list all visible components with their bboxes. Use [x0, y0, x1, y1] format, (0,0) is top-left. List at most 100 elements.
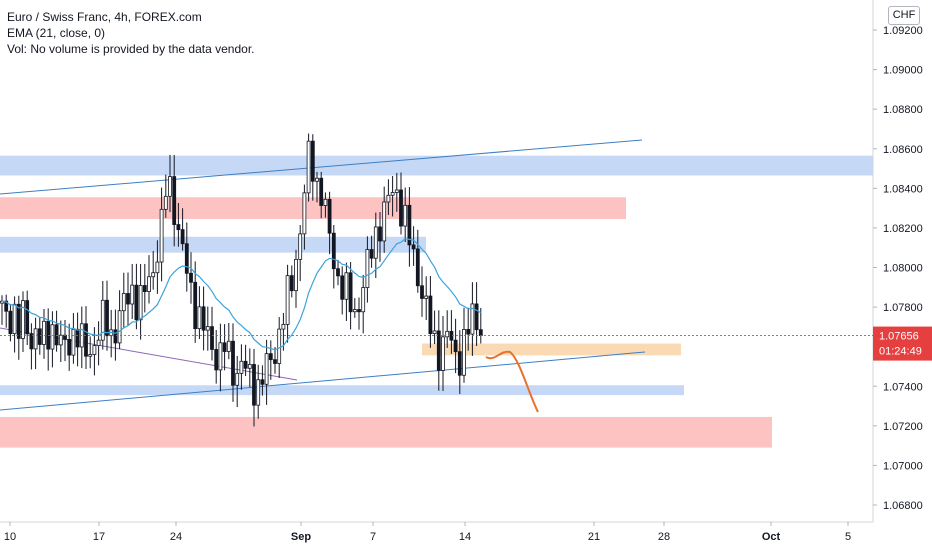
candle-body [42, 320, 46, 345]
ema-layer [1, 238, 482, 351]
candle-body [33, 328, 38, 350]
candle-body [58, 334, 63, 346]
candle-body [37, 328, 42, 345]
price-tick-label: 1.09000 [883, 65, 923, 77]
candle-body [365, 249, 370, 288]
candle-body [4, 300, 9, 312]
time-tick-label: 14 [459, 531, 471, 543]
candle-body [21, 300, 25, 339]
ema-indicator-label[interactable]: EMA (21, close, 0) [7, 26, 106, 40]
candle-body [205, 326, 210, 331]
candle-body [470, 303, 475, 335]
candle-body [197, 306, 202, 330]
candle-body [441, 336, 445, 371]
candle-body [428, 295, 433, 335]
candle-body [285, 275, 290, 325]
candle-body [8, 310, 13, 335]
candle-body [289, 275, 294, 292]
time-axis[interactable]: 10 17 24 Sep 7 14 21 28 Oct 5 [0, 521, 873, 543]
candle-body [84, 323, 88, 357]
candle-body [180, 229, 185, 245]
candle-body [268, 353, 273, 361]
candle-body [25, 300, 30, 335]
price-tick-label: 1.09200 [883, 25, 923, 37]
candle-body [210, 326, 214, 350]
candle-body [424, 295, 429, 299]
price-tick-label: 1.07800 [883, 302, 923, 314]
candle-body [403, 204, 408, 227]
candle-body [407, 204, 412, 246]
candle-body [252, 364, 256, 406]
zone-red [0, 416, 772, 448]
zone-blue [0, 236, 426, 253]
candle-body [445, 330, 450, 338]
candle-body [218, 342, 223, 371]
time-tick-label: 28 [658, 531, 670, 543]
candle-body [231, 340, 235, 386]
candle-body [96, 339, 101, 347]
candle-body [193, 281, 198, 330]
currency-button[interactable]: CHF [888, 6, 920, 25]
candle-body [75, 328, 80, 348]
last-price-badge [873, 326, 932, 361]
candle-body [159, 208, 164, 263]
candle-body [277, 328, 282, 364]
price-tick-label: 1.08400 [883, 183, 923, 195]
candle-layer [0, 133, 483, 427]
candle-body [138, 285, 143, 321]
candle-body [382, 201, 387, 242]
candle-body [176, 224, 181, 231]
candle-body [105, 299, 109, 337]
time-tick-label: Oct [762, 531, 781, 543]
candle-body [126, 293, 130, 305]
candle-body [273, 359, 277, 364]
candle-body [226, 340, 231, 352]
price-tick-label: 1.07200 [883, 421, 923, 433]
candle-body [222, 342, 227, 352]
lower-trendline [0, 351, 646, 411]
candle-body [256, 379, 261, 406]
time-tick-label: 10 [4, 531, 16, 543]
candle-body [134, 284, 139, 321]
candle-body [117, 310, 122, 344]
candle-body [474, 303, 479, 331]
candle-body [369, 249, 374, 259]
candle-body [29, 333, 34, 350]
projection-path [485, 350, 539, 413]
candle-body [457, 351, 462, 376]
candle-body [100, 299, 105, 341]
candle-body [294, 258, 298, 292]
candle-body [331, 232, 336, 270]
last-price-value: 1.07656 [879, 331, 919, 343]
candle-body [310, 140, 315, 182]
candle-body [348, 272, 353, 313]
zone-layer [0, 155, 873, 448]
price-axis[interactable]: 1.09200 1.09000 1.08800 1.08600 1.08400 1.082… [0, 0, 932, 522]
candle-body [411, 244, 416, 250]
candle-body [357, 309, 361, 313]
candle-body [189, 272, 193, 283]
candle-body [155, 261, 160, 274]
candle-body [235, 372, 240, 386]
candle-body [121, 293, 126, 312]
price-tick-label: 1.08600 [883, 144, 923, 156]
candle-body [260, 379, 265, 385]
candle-body [50, 324, 55, 350]
candle-body [394, 189, 399, 193]
zone-orange [422, 343, 681, 356]
candle-body [352, 309, 357, 313]
candle-body [243, 360, 248, 369]
candle-body [302, 192, 307, 235]
candle-body [239, 360, 244, 374]
candle-body [12, 303, 17, 335]
candle-body [54, 324, 59, 346]
candle-body [386, 194, 391, 203]
ema-line [1, 238, 482, 351]
candle-body [478, 329, 483, 336]
candle-body [92, 345, 97, 355]
candle-body [453, 339, 458, 353]
zone-red [0, 197, 626, 220]
candle-body [323, 198, 328, 206]
candle-body [247, 364, 252, 369]
